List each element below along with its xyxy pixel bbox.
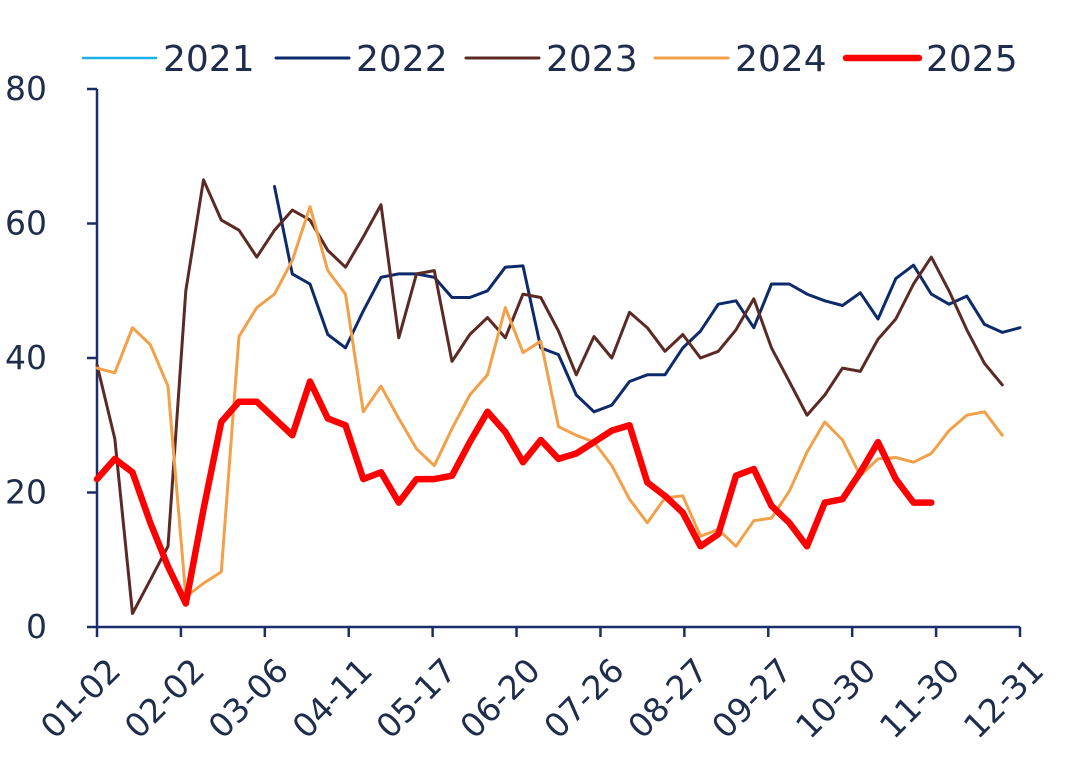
x-tick-label: 03-06 — [201, 651, 296, 746]
series-line-2022 — [273, 185, 1022, 414]
series-line-2024 — [95, 205, 1004, 599]
x-tick-label: 01-02 — [33, 651, 128, 746]
y-tick-label: 20 — [5, 473, 47, 512]
x-tick-label: 10-30 — [788, 651, 883, 746]
legend-label-2023: 2023 — [546, 39, 638, 80]
legend-label-2021: 2021 — [163, 39, 255, 80]
legend-label-2024: 2024 — [735, 39, 827, 80]
legend: 2021 2022 2023 2024 2025 — [81, 39, 1018, 80]
y-tick-label: 60 — [5, 204, 47, 243]
y-tick-label: 80 — [5, 69, 47, 108]
y-tick-label: 0 — [26, 607, 47, 646]
x-tick-label: 06-20 — [452, 651, 547, 746]
x-tick-label: 08-27 — [620, 651, 715, 746]
series-lines — [93, 178, 1022, 615]
x-tick-label: 05-17 — [368, 651, 463, 746]
y-axis: 0 20 40 60 80 — [5, 69, 99, 646]
x-tick-label: 07-26 — [536, 651, 631, 746]
y-tick-label: 40 — [5, 338, 47, 377]
x-tick-label: 02-02 — [117, 651, 212, 746]
legend-label-2022: 2022 — [356, 39, 448, 80]
legend-label-2025: 2025 — [926, 39, 1018, 80]
x-tick-label: 09-27 — [704, 651, 799, 746]
series-line-2025 — [93, 378, 935, 607]
series-line-2023 — [95, 178, 1004, 615]
x-tick-label: 12-31 — [956, 651, 1051, 746]
x-tick-label: 04-11 — [285, 651, 380, 746]
x-axis: 01-0202-0203-0604-1105-1706-2007-2608-27… — [33, 625, 1051, 746]
x-tick-label: 11-30 — [872, 651, 967, 746]
